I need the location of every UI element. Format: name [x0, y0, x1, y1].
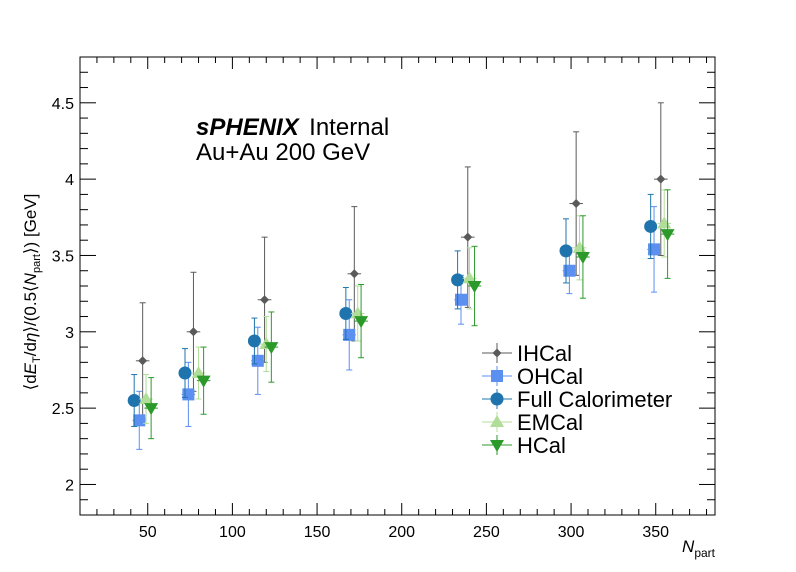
legend-marker: [490, 440, 504, 452]
legend-item: Full Calorimeter: [482, 387, 672, 412]
x-tick-label: 50: [139, 524, 157, 541]
chart-title-suffix: Internal: [309, 114, 389, 141]
data-point: [349, 269, 359, 279]
data-point: [247, 334, 261, 348]
legend-label: EMCal: [517, 410, 583, 435]
y-axis-label: ⟨dET/dη⟩/(0.5⟨Npart⟩) [GeV]: [21, 194, 43, 391]
data-point: [559, 244, 573, 258]
data-point: [451, 273, 465, 287]
y-tick-label: 4: [65, 172, 74, 189]
data-point: [467, 281, 482, 293]
x-tick-label: 150: [304, 524, 331, 541]
data-point: [251, 354, 264, 367]
legend-label: HCal: [517, 433, 566, 458]
legend-label: OHCal: [517, 364, 583, 389]
legend-item: HCal: [482, 433, 566, 458]
series-hcal: [144, 189, 675, 440]
data-point: [178, 366, 192, 380]
x-tick-label: 200: [388, 524, 415, 541]
x-tick-label: 250: [473, 524, 500, 541]
data-point: [572, 240, 587, 253]
y-tick-label: 3: [65, 325, 74, 342]
data-point: [138, 356, 148, 366]
y-tick-label: 4.5: [52, 96, 74, 113]
data-point: [571, 199, 581, 209]
data-point: [644, 219, 658, 233]
chart-title: sPHENIX: [196, 114, 301, 141]
data-point: [264, 342, 279, 355]
data-point: [575, 251, 590, 264]
legend-marker: [492, 348, 502, 358]
x-tick-label: 350: [642, 524, 669, 541]
x-tick-label: 100: [219, 524, 246, 541]
x-tick-label: 300: [558, 524, 585, 541]
legend-label: Full Calorimeter: [517, 387, 672, 412]
chart-subtitle: Au+Au 200 GeV: [196, 139, 370, 166]
data-point: [260, 295, 270, 305]
data-point: [133, 414, 146, 427]
y-tick-label: 2: [65, 477, 74, 494]
legend-item: OHCal: [482, 364, 583, 389]
legend-item: IHCal: [482, 341, 572, 366]
data-point: [657, 216, 672, 229]
data-point: [139, 391, 154, 404]
data-point: [455, 293, 467, 306]
data-point: [462, 271, 477, 284]
data-point: [196, 375, 211, 388]
data-point: [182, 388, 195, 401]
series-full-calorimeter: [127, 193, 658, 427]
legend-label: IHCal: [517, 341, 572, 366]
data-point: [191, 366, 206, 379]
plot-frame: [79, 56, 716, 516]
data-point: [354, 316, 369, 329]
data-point: [656, 174, 666, 184]
y-tick-label: 3.5: [52, 248, 74, 265]
data-point: [144, 403, 159, 416]
data-point: [339, 306, 353, 320]
y-tick-label: 2.5: [52, 401, 74, 418]
legend-marker: [490, 392, 504, 406]
data-point: [188, 327, 198, 337]
data-point: [463, 232, 473, 242]
data-point: [563, 264, 576, 277]
legend-marker: [490, 415, 504, 427]
legend-marker: [491, 370, 503, 382]
data-point: [660, 229, 675, 242]
data-point: [127, 394, 141, 407]
legend-item: EMCal: [482, 410, 583, 435]
data-point: [648, 243, 661, 256]
chart-title-line: sPHENIX Internal: [196, 114, 389, 141]
x-axis-label: Npart: [682, 537, 716, 560]
